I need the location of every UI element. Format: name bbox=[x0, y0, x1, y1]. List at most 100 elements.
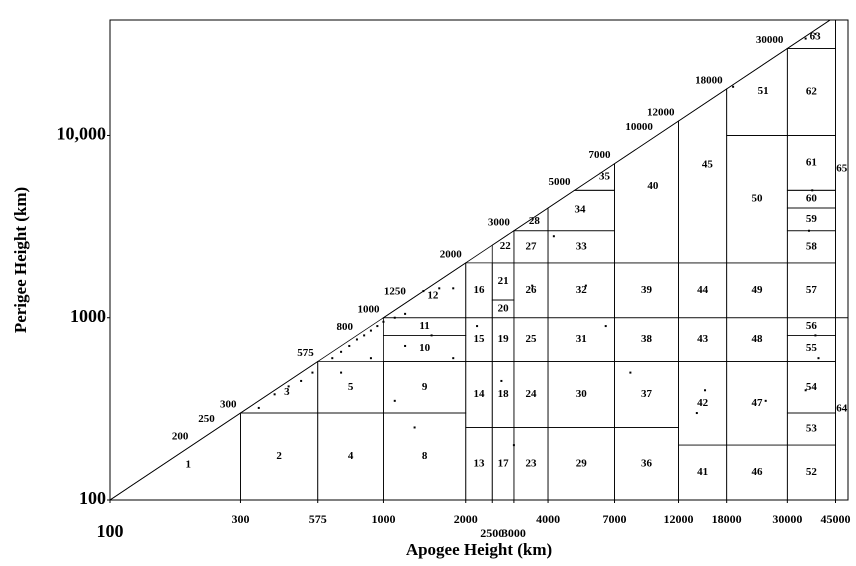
cell-label: 28 bbox=[529, 215, 541, 227]
x-tick-label: 45000 bbox=[820, 512, 850, 526]
x-tick-label: 100 bbox=[97, 521, 124, 541]
cell-label: 52 bbox=[806, 466, 818, 478]
cell-label: 51 bbox=[758, 85, 769, 97]
x-axis-title: Apogee Height (km) bbox=[406, 540, 552, 559]
cell-label: 16 bbox=[474, 284, 486, 296]
cell-label: 21 bbox=[498, 275, 509, 287]
cell-label: 29 bbox=[576, 457, 588, 469]
cell bbox=[835, 19, 849, 319]
cell-label: 57 bbox=[806, 284, 818, 296]
y-tick-label: 1000 bbox=[70, 306, 106, 326]
cell-label: 38 bbox=[641, 333, 653, 345]
object-point bbox=[348, 344, 351, 347]
cell-label: 11 bbox=[419, 320, 429, 332]
object-point bbox=[695, 412, 698, 415]
y-axis-title: Perigee Height (km) bbox=[11, 187, 30, 333]
cell-label: 64 bbox=[836, 402, 848, 414]
x-tick-label: 30000 bbox=[772, 512, 802, 526]
object-point bbox=[413, 426, 416, 429]
diagonal-label: 7000 bbox=[589, 149, 612, 161]
object-point bbox=[814, 33, 817, 36]
cell-label: 25 bbox=[525, 333, 537, 345]
x-tick-label: 2000 bbox=[454, 512, 478, 526]
diagonal-label: 18000 bbox=[695, 74, 723, 86]
cell-label: 65 bbox=[836, 162, 848, 174]
object-point bbox=[311, 371, 314, 374]
object-point bbox=[273, 393, 276, 396]
cell-label: 47 bbox=[752, 397, 764, 409]
y-tick-label: 10,000 bbox=[57, 124, 107, 144]
x-tick-label: 18000 bbox=[712, 512, 742, 526]
cell-label: 41 bbox=[697, 466, 708, 478]
object-point bbox=[363, 334, 366, 337]
diagonal-label: 1000 bbox=[357, 303, 380, 315]
cell-label: 39 bbox=[641, 284, 653, 296]
diagonal-label: 3000 bbox=[488, 216, 511, 228]
diagonal-label: 10000 bbox=[625, 121, 653, 133]
object-point bbox=[355, 338, 358, 341]
x-tick-label: 2500 bbox=[480, 526, 504, 540]
cell-label: 53 bbox=[806, 423, 818, 435]
object-point bbox=[452, 357, 455, 360]
object-point bbox=[704, 389, 707, 392]
diagonal-label: 575 bbox=[297, 347, 314, 359]
object-point bbox=[500, 379, 503, 382]
cell-label: 33 bbox=[576, 240, 588, 252]
object-point bbox=[393, 399, 396, 402]
diagonal-label: 30000 bbox=[756, 34, 784, 46]
cell-label: 50 bbox=[752, 193, 764, 205]
object-point bbox=[452, 287, 455, 290]
cell-label: 18 bbox=[498, 388, 510, 400]
cell-label: 30 bbox=[576, 388, 588, 400]
cell-label: 15 bbox=[474, 333, 486, 345]
cell-label: 2 bbox=[276, 450, 282, 462]
plot-frame bbox=[109, 19, 849, 501]
cell-label: 44 bbox=[697, 284, 709, 296]
diagonal-label: 800 bbox=[336, 321, 353, 333]
object-point bbox=[732, 85, 735, 88]
object-point bbox=[369, 357, 372, 360]
y-tick-label: 100 bbox=[79, 488, 106, 508]
object-point bbox=[340, 371, 343, 374]
object-point bbox=[422, 290, 425, 293]
object-point bbox=[476, 325, 479, 328]
cell-label: 43 bbox=[697, 333, 709, 345]
object-point bbox=[287, 385, 290, 388]
cell-label: 46 bbox=[752, 466, 764, 478]
object-point bbox=[629, 371, 632, 374]
cell-label: 36 bbox=[641, 457, 653, 469]
cell-label: 42 bbox=[697, 397, 709, 409]
cell-label: 23 bbox=[525, 457, 537, 469]
cell-label: 8 bbox=[422, 450, 428, 462]
cell-label: 17 bbox=[498, 457, 510, 469]
x-tick-label: 300 bbox=[231, 512, 249, 526]
diagonal-label: 200 bbox=[172, 431, 189, 443]
object-point bbox=[376, 325, 379, 328]
diagonal-label: 12000 bbox=[647, 107, 675, 119]
cell-label: 26 bbox=[525, 284, 537, 296]
cell-label: 61 bbox=[806, 156, 817, 168]
object-point bbox=[340, 350, 343, 353]
cell-label: 22 bbox=[500, 240, 512, 252]
cell-label: 19 bbox=[498, 333, 510, 345]
object-point bbox=[811, 189, 814, 192]
cell-label: 31 bbox=[576, 333, 587, 345]
object-point bbox=[804, 37, 807, 40]
cell-label: 48 bbox=[752, 333, 764, 345]
object-point bbox=[804, 389, 807, 392]
diagonal-label: 250 bbox=[198, 413, 215, 425]
cell-label: 62 bbox=[806, 86, 818, 98]
cell bbox=[108, 412, 241, 501]
object-point bbox=[404, 312, 407, 315]
object-point bbox=[814, 334, 817, 337]
object-point bbox=[604, 325, 607, 328]
cell-label: 55 bbox=[806, 342, 818, 354]
cell-label: 63 bbox=[810, 31, 822, 43]
cell-label: 32 bbox=[576, 284, 588, 296]
object-point bbox=[430, 334, 433, 337]
cell-label: 37 bbox=[641, 388, 653, 400]
object-point bbox=[369, 329, 372, 332]
diagonal-label: 5000 bbox=[549, 176, 572, 188]
cell-label: 5 bbox=[348, 381, 354, 393]
